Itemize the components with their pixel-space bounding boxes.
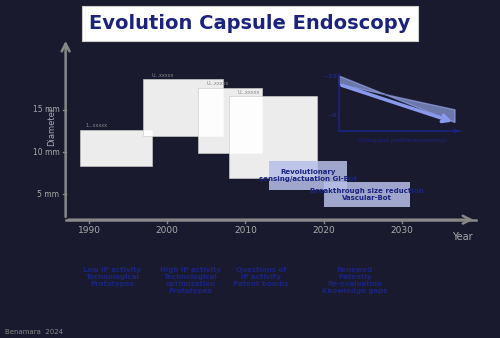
Text: U...xxxxx: U...xxxxx [206,81,229,86]
Text: U...xxxxx: U...xxxxx [152,73,174,78]
Text: 15 mm: 15 mm [32,105,60,114]
Text: 2010: 2010 [234,226,257,236]
Text: 2000: 2000 [156,226,178,236]
Text: Renewed
Patently
Re-evaluation
Knowledge gaps: Renewed Patently Re-evaluation Knowledge… [322,267,388,294]
Text: ~6: ~6 [328,113,337,118]
Text: Evolution Capsule Endoscopy: Evolution Capsule Endoscopy [90,14,410,33]
Text: Revolutionary
sensing/actuation GI-Bot: Revolutionary sensing/actuation GI-Bot [259,169,357,182]
Text: Low IP activity
Technological
Prototypes: Low IP activity Technological Prototypes [84,267,141,287]
Text: 5 mm: 5 mm [38,190,60,199]
FancyBboxPatch shape [324,182,410,207]
Text: ~15: ~15 [323,74,337,78]
Polygon shape [340,76,455,123]
Text: Year: Year [452,232,472,242]
Text: U...xxxxx: U...xxxxx [238,90,260,95]
Text: High IP activity
Technological
optimization
Prototypes: High IP activity Technological optimizat… [160,267,221,294]
Text: 10 mm: 10 mm [32,148,60,156]
Text: Benamara  2024: Benamara 2024 [5,329,63,335]
FancyBboxPatch shape [143,79,223,136]
Text: Throughput performance/energy: Throughput performance/energy [356,138,447,143]
Text: Breakthrough size reduction
Vascular-Bot: Breakthrough size reduction Vascular-Bot [310,188,424,201]
Text: 1...xxxxx: 1...xxxxx [85,123,107,128]
Text: 2030: 2030 [390,226,413,236]
FancyBboxPatch shape [269,161,347,190]
Text: Diameter: Diameter [47,107,56,146]
FancyBboxPatch shape [198,88,262,153]
FancyBboxPatch shape [80,130,152,166]
Text: 2020: 2020 [312,226,335,236]
Text: 1990: 1990 [78,226,100,236]
Text: Questions of
IP activity
Patent bombs: Questions of IP activity Patent bombs [234,267,289,287]
FancyBboxPatch shape [229,96,316,178]
